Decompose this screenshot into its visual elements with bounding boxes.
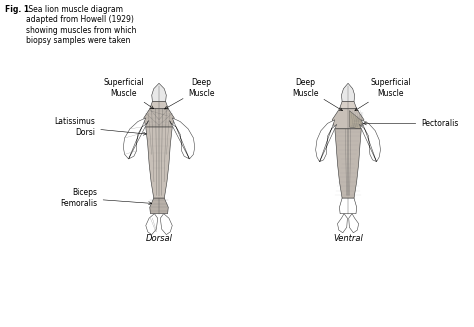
Polygon shape bbox=[144, 109, 174, 127]
Text: Ventral: Ventral bbox=[333, 234, 363, 243]
Text: Superficial
Muscle: Superficial Muscle bbox=[103, 78, 154, 109]
Polygon shape bbox=[123, 118, 148, 159]
Text: Dorsal: Dorsal bbox=[146, 234, 173, 243]
Polygon shape bbox=[146, 127, 172, 198]
Polygon shape bbox=[152, 83, 166, 101]
Polygon shape bbox=[332, 109, 364, 129]
Polygon shape bbox=[150, 101, 168, 109]
Text: Superficial
Muscle: Superficial Muscle bbox=[355, 78, 411, 111]
Polygon shape bbox=[146, 214, 158, 234]
Text: Deep
Muscle: Deep Muscle bbox=[164, 78, 215, 109]
Polygon shape bbox=[160, 214, 172, 234]
Text: Sea lion muscle diagram
adapted from Howell (1929)
showing muscles from which
bi: Sea lion muscle diagram adapted from How… bbox=[26, 5, 137, 45]
Polygon shape bbox=[316, 120, 337, 162]
Polygon shape bbox=[337, 214, 347, 233]
Text: Latissimus
Dorsi: Latissimus Dorsi bbox=[55, 117, 146, 137]
Polygon shape bbox=[339, 198, 356, 214]
Polygon shape bbox=[335, 129, 361, 198]
Text: Fig. 1: Fig. 1 bbox=[5, 5, 29, 14]
Polygon shape bbox=[349, 111, 363, 129]
Text: Pectoralis: Pectoralis bbox=[364, 119, 459, 128]
Text: Deep
Muscle: Deep Muscle bbox=[292, 78, 343, 111]
Polygon shape bbox=[170, 118, 195, 159]
Polygon shape bbox=[150, 198, 168, 214]
Polygon shape bbox=[359, 120, 381, 162]
Polygon shape bbox=[349, 214, 359, 233]
Text: Biceps
Femoralis: Biceps Femoralis bbox=[61, 188, 152, 208]
Polygon shape bbox=[341, 83, 355, 101]
Polygon shape bbox=[339, 101, 356, 109]
